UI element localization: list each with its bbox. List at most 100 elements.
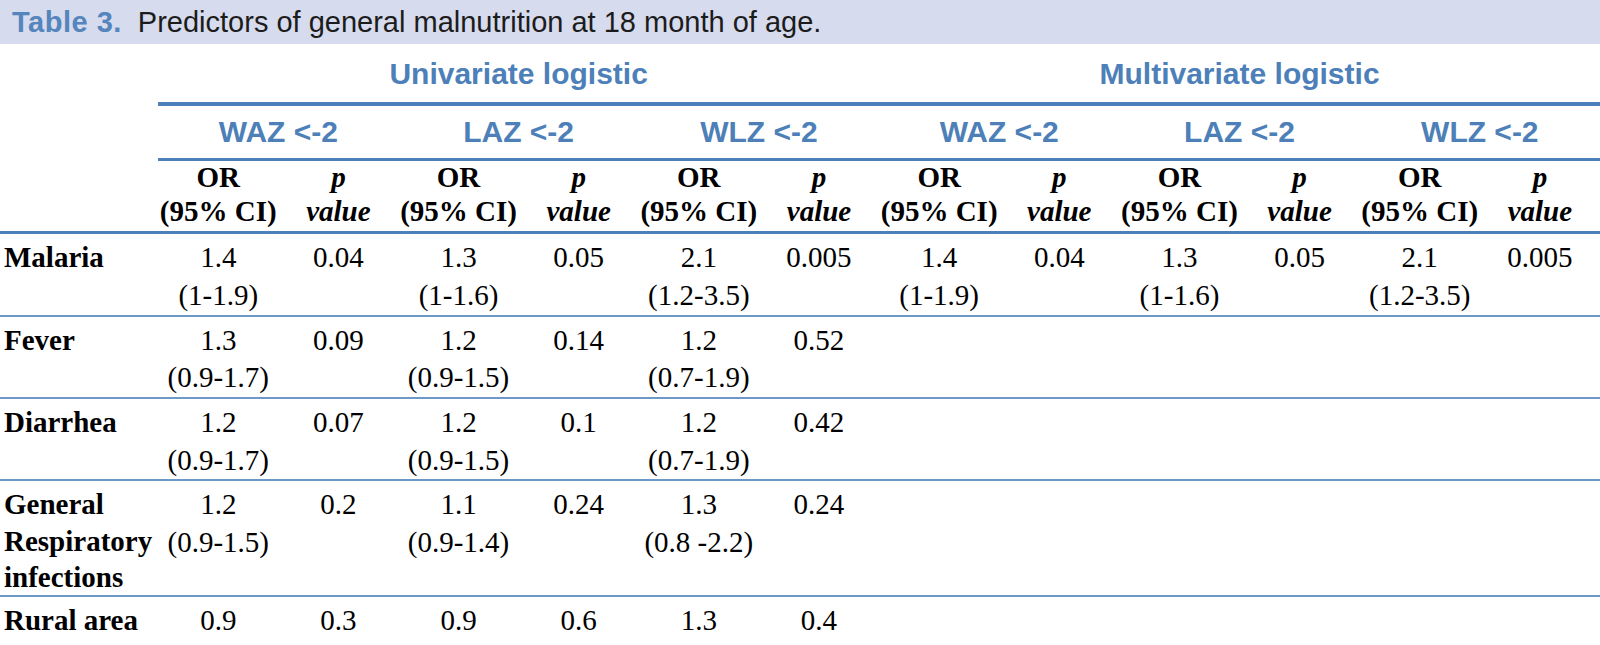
or-ci-cell <box>1360 596 1480 645</box>
p-header-line1: p <box>519 161 639 195</box>
p-header-line2: value <box>759 195 879 229</box>
or-value: 1.4 <box>158 239 278 277</box>
p-value-cell: 0.09 <box>278 316 398 398</box>
or-ci-column-header: OR(95% CI) <box>1119 160 1239 233</box>
or-value: 0.9 <box>158 602 278 640</box>
p-header-line1: p <box>759 161 879 195</box>
p-value-cell <box>1480 398 1600 480</box>
p-value-cell: 0.07 <box>278 398 398 480</box>
p-value-cell <box>1480 596 1600 645</box>
or-ci-cell: 1.2(0.9-1.5) <box>398 398 518 480</box>
or-ci-cell <box>1119 316 1239 398</box>
ci-value: (0.7-1.9) <box>639 359 759 397</box>
or-value: 1.3 <box>398 239 518 277</box>
p-value-cell: 0.04 <box>999 233 1119 316</box>
p-value-column-header: pvalue <box>1240 160 1360 233</box>
p-value-cell: 0.24 <box>759 480 879 596</box>
or-header-line1: OR <box>398 161 518 195</box>
header-spacer-cell <box>0 104 158 160</box>
or-value: 1.3 <box>1119 239 1239 277</box>
or-value: 2.1 <box>1360 239 1480 277</box>
p-value-column-header: pvalue <box>759 160 879 233</box>
or-header-line1: OR <box>1360 161 1480 195</box>
p-value-cell: 0.4 <box>759 596 879 645</box>
header-spacer-cell <box>0 46 158 104</box>
ci-value: (0.7-1.1) <box>158 640 278 645</box>
group-header-univariate: Univariate logistic <box>158 46 879 104</box>
or-ci-cell <box>1360 480 1480 596</box>
or-ci-cell: 1.3(1-1.6) <box>398 233 518 316</box>
header-spacer-cell <box>0 160 158 233</box>
subgroup-header-wlz-multi: WLZ <-2 <box>1360 104 1600 160</box>
or-ci-column-header: OR(95% CI) <box>879 160 999 233</box>
or-value: 1.4 <box>879 239 999 277</box>
p-value-cell: 0.05 <box>1240 233 1360 316</box>
or-ci-cell <box>1119 596 1239 645</box>
p-value-column-header: pvalue <box>278 160 398 233</box>
p-value-cell: 0.005 <box>759 233 879 316</box>
or-value: 1.2 <box>158 486 278 524</box>
p-header-line2: value <box>999 195 1119 229</box>
p-value-cell: 0.2 <box>278 480 398 596</box>
or-ci-cell: 1.4(1-1.9) <box>879 233 999 316</box>
subgroup-header-row: WAZ <-2 LAZ <-2 WLZ <-2 WAZ <-2 LAZ <-2 … <box>0 104 1600 160</box>
subgroup-header-waz-multi: WAZ <-2 <box>879 104 1119 160</box>
ci-value: (1-1.9) <box>879 277 999 315</box>
or-header-line1: OR <box>639 161 759 195</box>
row-label: Diarrhea <box>0 398 158 480</box>
p-value-cell <box>1240 316 1360 398</box>
p-header-line2: value <box>519 195 639 229</box>
or-ci-cell: 1.3(0.8-2.1) <box>639 596 759 645</box>
or-value: 1.2 <box>639 322 759 360</box>
row-label: Fever <box>0 316 158 398</box>
p-value-cell <box>1480 480 1600 596</box>
or-header-line2: (95% CI) <box>398 195 518 229</box>
p-value-cell <box>1240 398 1360 480</box>
table-row-rural-area: Rural area 0.9(0.7-1.1) 0.3 0.9(0.8-1.2)… <box>0 596 1600 645</box>
or-ci-column-header: OR(95% CI) <box>398 160 518 233</box>
or-ci-column-header: OR(95% CI) <box>639 160 759 233</box>
ci-value: (1-1.6) <box>1119 277 1239 315</box>
table-number-label: Table 3. <box>12 6 122 39</box>
or-ci-cell <box>879 480 999 596</box>
subgroup-header-waz-uni: WAZ <-2 <box>158 104 398 160</box>
ci-value: (0.9-1.5) <box>158 524 278 562</box>
p-value-column-header: pvalue <box>1480 160 1600 233</box>
p-value-cell: 0.005 <box>1480 233 1600 316</box>
or-ci-cell: 1.3(1-1.6) <box>1119 233 1239 316</box>
or-ci-cell <box>1119 398 1239 480</box>
or-ci-cell <box>879 316 999 398</box>
ci-value: (1-1.9) <box>158 277 278 315</box>
p-value-cell: 0.6 <box>519 596 639 645</box>
table-caption-band: Table 3. Predictors of general malnutrit… <box>0 0 1600 44</box>
p-value-column-header: pvalue <box>519 160 639 233</box>
ci-value: (0.9-1.5) <box>398 442 518 480</box>
or-value: 1.2 <box>398 322 518 360</box>
table-row-fever: Fever 1.3(0.9-1.7) 0.09 1.2(0.9-1.5) 0.1… <box>0 316 1600 398</box>
row-label: Rural area <box>0 596 158 645</box>
or-ci-cell: 1.4(1-1.9) <box>158 233 278 316</box>
table-row-general-respiratory-infections: General Respiratory infections 1.2(0.9-1… <box>0 480 1600 596</box>
table-row-malaria: Malaria 1.4(1-1.9) 0.04 1.3(1-1.6) 0.05 … <box>0 233 1600 316</box>
p-header-line2: value <box>278 195 398 229</box>
or-header-line2: (95% CI) <box>639 195 759 229</box>
or-header-line2: (95% CI) <box>1360 195 1480 229</box>
ci-value: (0.9-1.7) <box>158 359 278 397</box>
or-ci-cell: 2.1(1.2-3.5) <box>1360 233 1480 316</box>
or-value: 1.2 <box>158 404 278 442</box>
or-header-line2: (95% CI) <box>158 195 278 229</box>
or-header-line2: (95% CI) <box>1119 195 1239 229</box>
group-header-row: Univariate logistic Multivariate logisti… <box>0 46 1600 104</box>
p-header-line1: p <box>1480 161 1600 195</box>
p-value-cell: 0.3 <box>278 596 398 645</box>
or-value: 0.9 <box>398 602 518 640</box>
p-header-line1: p <box>1240 161 1360 195</box>
or-ci-cell: 1.1(0.9-1.4) <box>398 480 518 596</box>
or-value: 1.3 <box>158 322 278 360</box>
p-value-cell: 0.05 <box>519 233 639 316</box>
p-header-line1: p <box>278 161 398 195</box>
ci-value: (0.9-1.7) <box>158 442 278 480</box>
ci-value: (1.2-3.5) <box>1360 277 1480 315</box>
table-body: Malaria 1.4(1-1.9) 0.04 1.3(1-1.6) 0.05 … <box>0 233 1600 645</box>
p-value-cell: 0.42 <box>759 398 879 480</box>
